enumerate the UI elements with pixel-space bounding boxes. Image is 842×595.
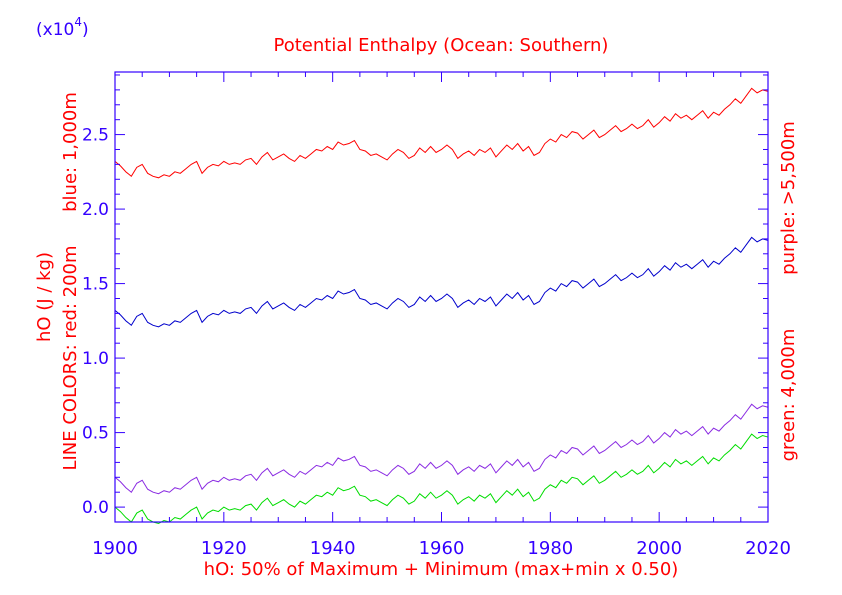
x-tick-labels: 1900 1920 1940 1960 1980 2000 2020 <box>92 538 791 559</box>
y-tick-label: 1.5 <box>82 275 109 295</box>
y-axis-label-colors-red: LINE COLORS: red: 200m <box>60 245 81 470</box>
scale-factor: (x104) <box>36 15 89 40</box>
x-tick-label: 2000 <box>636 538 682 559</box>
x-tick-label: 1960 <box>419 538 465 559</box>
series-line-blue <box>114 236 769 328</box>
plot-frame <box>114 71 769 523</box>
y-tick-label: 0.5 <box>82 424 109 444</box>
x-tick-label: 1900 <box>92 538 138 559</box>
x-tick-label: 1940 <box>310 538 356 559</box>
axis-ticks <box>114 72 769 523</box>
x-tick-label: 1920 <box>201 538 247 559</box>
y-tick-label: 0.0 <box>82 498 109 518</box>
x-axis-label: hO: 50% of Maximum + Minimum (max+min x … <box>204 559 679 580</box>
series-line-purple <box>114 403 769 495</box>
y-tick-labels: 0.0 0.5 1.0 1.5 2.0 2.5 <box>82 126 109 519</box>
y-tick-label: 2.5 <box>82 126 109 146</box>
series-layer <box>114 87 769 525</box>
series-line-red <box>114 87 769 179</box>
right-label-purple: purple: >5,500m <box>778 121 799 275</box>
series-line-green <box>114 433 769 525</box>
y-axis-label-colors-blue: blue: 1,000m <box>60 92 81 212</box>
y-tick-label: 1.0 <box>82 349 109 369</box>
x-tick-label: 1980 <box>527 538 573 559</box>
right-label-green: green: 4,000m <box>778 329 799 462</box>
x-tick-label: 2020 <box>745 538 791 559</box>
y-tick-label: 2.0 <box>82 200 109 220</box>
chart-title: Potential Enthalpy (Ocean: Southern) <box>274 35 609 56</box>
y-axis-label-units: hO (J / kg) <box>34 252 55 342</box>
